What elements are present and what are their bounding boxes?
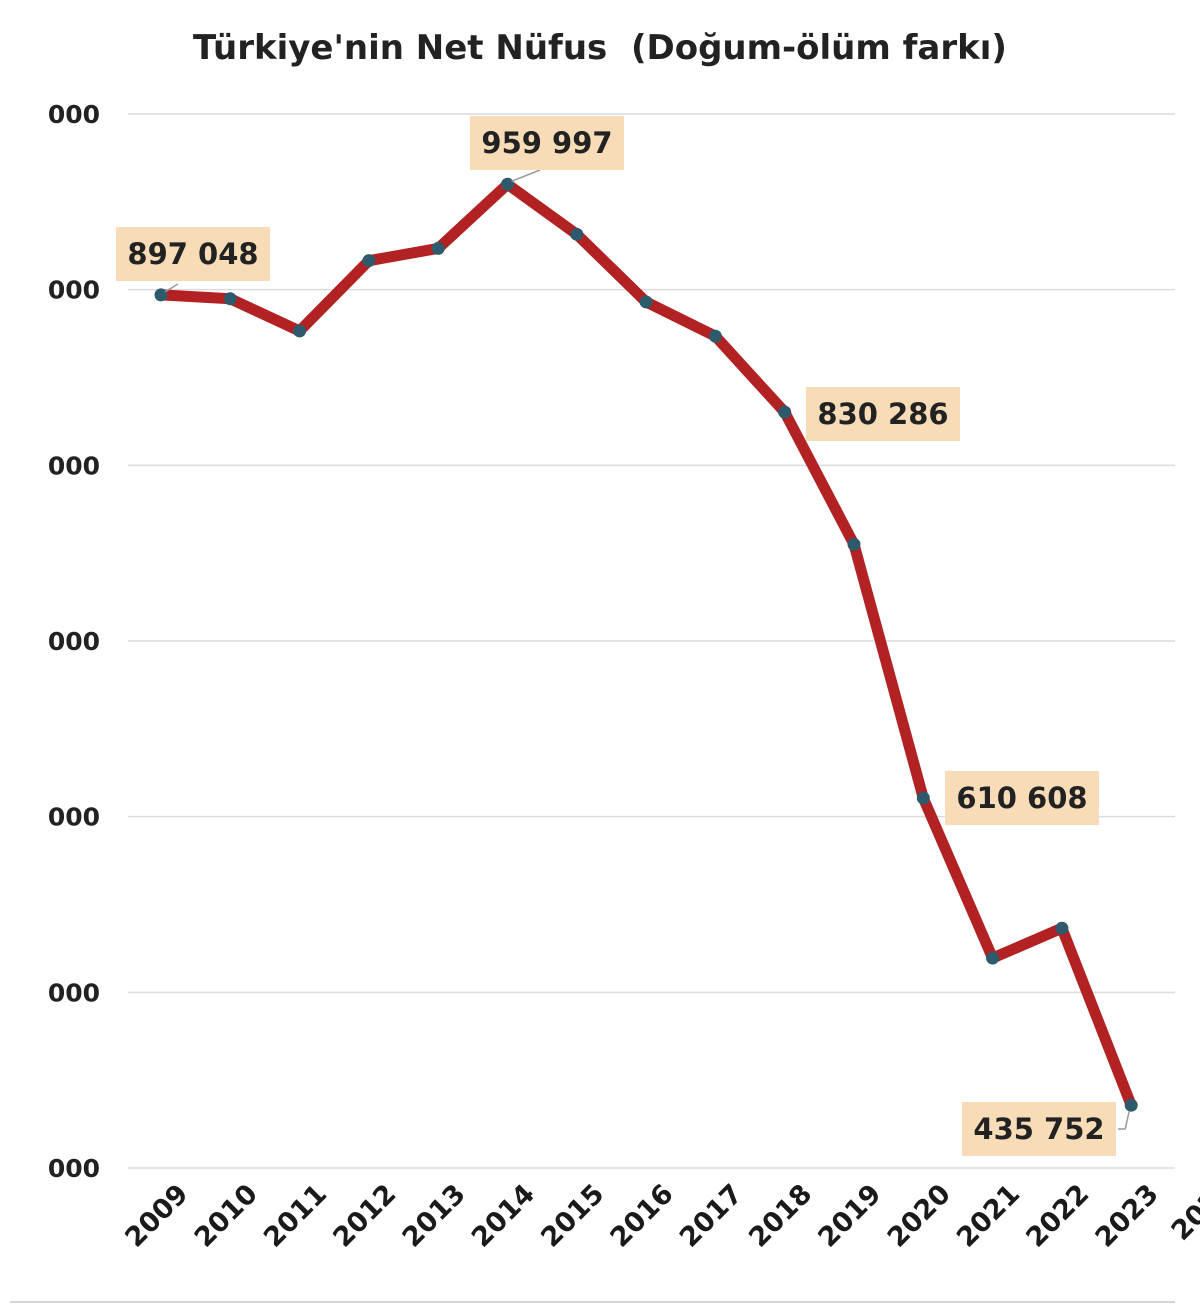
chart-title: Türkiye'nin Net Nüfus (Doğum-ölüm farkı) — [193, 28, 1007, 68]
y-tick-label: 000 — [48, 978, 100, 1007]
data-point — [223, 292, 237, 306]
x-axis-ticks: 2009201020112012201320142015201620172018… — [119, 1178, 1200, 1253]
y-tick-label: 000 — [48, 451, 100, 480]
data-point — [847, 537, 861, 551]
x-tick-label: 202 — [1166, 1185, 1200, 1247]
y-tick-label: 000 — [48, 803, 100, 832]
x-tick-label: 2013 — [397, 1178, 472, 1253]
label-leader-line — [164, 283, 179, 293]
x-tick-label: 2018 — [743, 1178, 818, 1253]
data-point — [154, 288, 168, 302]
x-tick-label: 2019 — [812, 1178, 887, 1253]
data-point — [501, 177, 514, 191]
x-tick-label: 2016 — [605, 1178, 680, 1253]
gridlines — [128, 113, 1175, 1169]
y-tick-label: 000 — [48, 1154, 100, 1183]
data-point — [362, 254, 376, 268]
series-net-population — [154, 177, 1138, 1112]
y-tick-label: 000 — [48, 627, 100, 656]
y-tick-label: 000 — [48, 276, 100, 305]
data-point — [570, 227, 584, 241]
y-tick-label: 000 — [48, 100, 100, 129]
data-point — [708, 329, 722, 343]
x-tick-label: 2015 — [535, 1178, 610, 1253]
data-point — [986, 951, 1000, 965]
x-tick-label: 2022 — [1020, 1178, 1095, 1253]
data-point — [916, 791, 930, 805]
data-point — [1055, 921, 1069, 935]
data-label: 897 048 — [127, 237, 258, 271]
data-point — [639, 295, 653, 309]
x-tick-label: 2010 — [189, 1178, 264, 1253]
data-label-box — [470, 116, 624, 170]
x-tick-label: 2023 — [1090, 1178, 1165, 1253]
data-label-box — [806, 387, 960, 441]
label-leader-line — [1118, 1111, 1130, 1130]
data-label-box — [116, 227, 270, 281]
x-tick-label: 2012 — [327, 1178, 402, 1253]
data-point — [1124, 1098, 1138, 1112]
x-tick-label: 2021 — [951, 1178, 1026, 1253]
data-label: 610 608 — [956, 781, 1087, 815]
x-tick-label: 2017 — [674, 1178, 749, 1253]
data-point — [431, 241, 445, 255]
data-label-box — [945, 771, 1099, 825]
data-label: 435 752 — [973, 1112, 1104, 1146]
y-axis-ticks: 000 000 000 000 000 000 000 — [48, 100, 100, 1183]
data-labels: 897 048 959 997 830 286 610 608 435 752 — [116, 116, 1130, 1156]
x-tick-label: 2011 — [258, 1178, 333, 1253]
data-point — [293, 324, 307, 338]
data-point — [778, 405, 792, 419]
x-tick-label: 2020 — [882, 1178, 957, 1253]
series-line — [155, 178, 1137, 1111]
x-tick-label: 2014 — [466, 1178, 541, 1253]
data-label-box — [962, 1102, 1116, 1156]
label-leader-line — [511, 169, 541, 182]
data-label: 959 997 — [481, 126, 612, 160]
data-label: 830 286 — [817, 397, 948, 431]
x-tick-label: 2009 — [119, 1178, 194, 1253]
